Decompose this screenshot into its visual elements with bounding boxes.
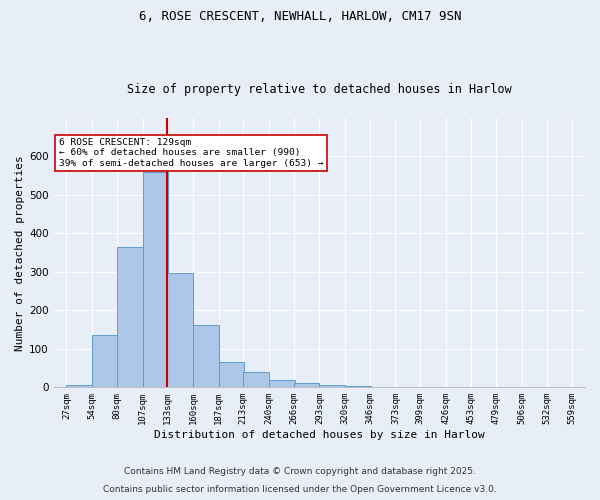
Bar [218, 362, 244, 388]
Bar [345, 386, 371, 388]
Title: Size of property relative to detached houses in Harlow: Size of property relative to detached ho… [127, 83, 512, 96]
Bar [143, 172, 168, 388]
Bar [243, 372, 269, 388]
Bar [293, 382, 319, 388]
Bar [269, 380, 295, 388]
Y-axis label: Number of detached properties: Number of detached properties [15, 155, 25, 350]
Text: Contains HM Land Registry data © Crown copyright and database right 2025.: Contains HM Land Registry data © Crown c… [124, 467, 476, 476]
X-axis label: Distribution of detached houses by size in Harlow: Distribution of detached houses by size … [154, 430, 485, 440]
Bar [167, 272, 193, 388]
Text: Contains public sector information licensed under the Open Government Licence v3: Contains public sector information licen… [103, 485, 497, 494]
Bar [92, 336, 118, 388]
Bar [117, 247, 143, 388]
Bar [193, 324, 218, 388]
Text: 6 ROSE CRESCENT: 129sqm
← 60% of detached houses are smaller (990)
39% of semi-d: 6 ROSE CRESCENT: 129sqm ← 60% of detache… [59, 138, 323, 168]
Bar [67, 384, 92, 388]
Bar [319, 384, 345, 388]
Text: 6, ROSE CRESCENT, NEWHALL, HARLOW, CM17 9SN: 6, ROSE CRESCENT, NEWHALL, HARLOW, CM17 … [139, 10, 461, 23]
